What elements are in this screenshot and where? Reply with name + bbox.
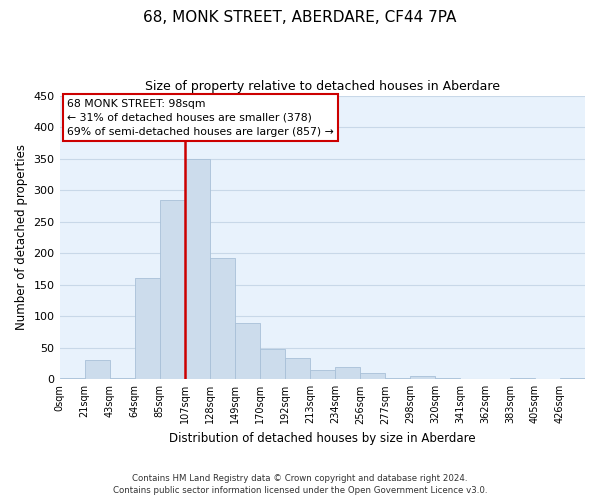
Bar [209, 258, 235, 380]
Bar [160, 200, 185, 380]
Bar [435, 378, 460, 380]
Text: 68, MONK STREET, ABERDARE, CF44 7PA: 68, MONK STREET, ABERDARE, CF44 7PA [143, 10, 457, 25]
Bar [335, 366, 360, 380]
Bar [185, 158, 209, 380]
Bar [360, 373, 385, 380]
Title: Size of property relative to detached houses in Aberdare: Size of property relative to detached ho… [145, 80, 500, 93]
X-axis label: Distribution of detached houses by size in Aberdare: Distribution of detached houses by size … [169, 432, 476, 445]
Bar [260, 349, 285, 380]
Bar [59, 378, 85, 380]
Bar [560, 378, 585, 380]
Bar [110, 378, 134, 380]
Bar [134, 278, 160, 380]
Y-axis label: Number of detached properties: Number of detached properties [15, 144, 28, 330]
Bar [235, 322, 260, 380]
Bar [285, 358, 310, 380]
Bar [310, 370, 335, 380]
Bar [85, 360, 110, 380]
Bar [410, 376, 435, 380]
Text: Contains HM Land Registry data © Crown copyright and database right 2024.
Contai: Contains HM Land Registry data © Crown c… [113, 474, 487, 495]
Text: 68 MONK STREET: 98sqm
← 31% of detached houses are smaller (378)
69% of semi-det: 68 MONK STREET: 98sqm ← 31% of detached … [67, 98, 334, 136]
Bar [385, 378, 410, 380]
Bar [510, 378, 535, 380]
